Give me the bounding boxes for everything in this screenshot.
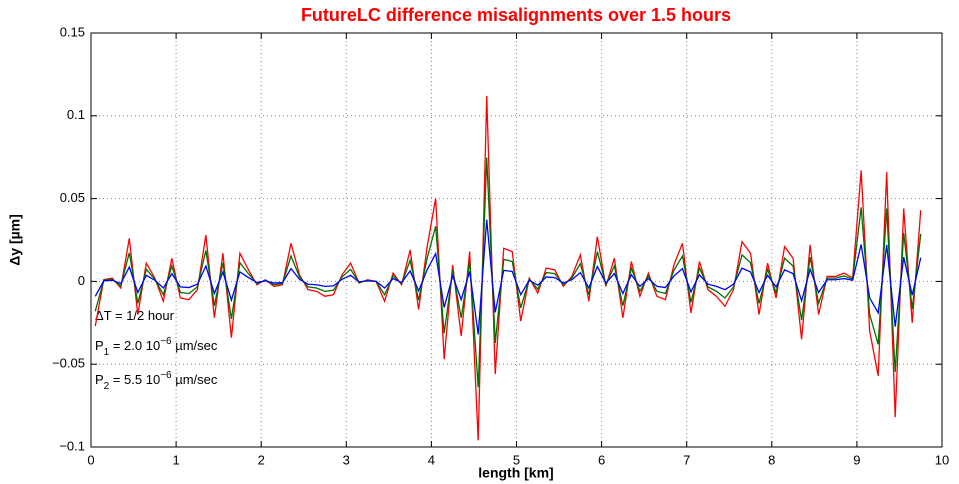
- x-tick-label: 0: [87, 452, 94, 467]
- y-tick-label: −0.05: [52, 356, 85, 371]
- series-line: [94, 157, 922, 388]
- x-tick-label: 2: [258, 452, 265, 467]
- annotation-part: = 2.0 10: [109, 338, 160, 353]
- annotation-part: P: [95, 338, 104, 353]
- annotation: ΔT = 1/2 hour: [95, 308, 175, 323]
- y-tick-label: 0.1: [67, 107, 85, 122]
- x-tick-label: 3: [343, 452, 350, 467]
- annotation-part: P: [95, 372, 104, 387]
- annotation-part: 2: [104, 381, 110, 392]
- x-tick-label: 8: [768, 452, 775, 467]
- x-tick-label: 6: [598, 452, 605, 467]
- chart-title: FutureLC difference misalignments over 1…: [301, 5, 731, 25]
- annotation-part: µm/sec: [172, 372, 218, 387]
- plot-frame: [90, 32, 943, 448]
- y-axis-label: Δy [µm]: [7, 214, 23, 266]
- y-tick-label: −0.1: [59, 438, 85, 453]
- annotation: P1 = 2.0 10−6 µm/sec: [95, 336, 218, 358]
- x-axis-label: length [km]: [478, 465, 553, 481]
- x-tick-label: 1: [172, 452, 179, 467]
- y-tick-label: 0: [78, 273, 85, 288]
- annotation-part: = 5.5 10: [109, 372, 160, 387]
- series-line: [94, 219, 922, 335]
- series-line: [94, 95, 922, 441]
- x-tick-label: 7: [683, 452, 690, 467]
- annotation-part: −6: [160, 370, 172, 381]
- x-tick-label: 10: [935, 452, 949, 467]
- annotation-part: µm/sec: [172, 338, 218, 353]
- annotation-part: ΔT = 1/2 hour: [95, 308, 175, 323]
- x-tick-label: 9: [853, 452, 860, 467]
- annotation: P2 = 5.5 10−6 µm/sec: [95, 370, 218, 392]
- annotation-part: 1: [104, 347, 110, 358]
- annotation-part: −6: [160, 336, 172, 347]
- x-tick-label: 5: [513, 452, 520, 467]
- y-tick-label: 0.05: [60, 190, 85, 205]
- x-tick-label: 4: [428, 452, 435, 467]
- y-tick-label: 0.15: [60, 24, 85, 39]
